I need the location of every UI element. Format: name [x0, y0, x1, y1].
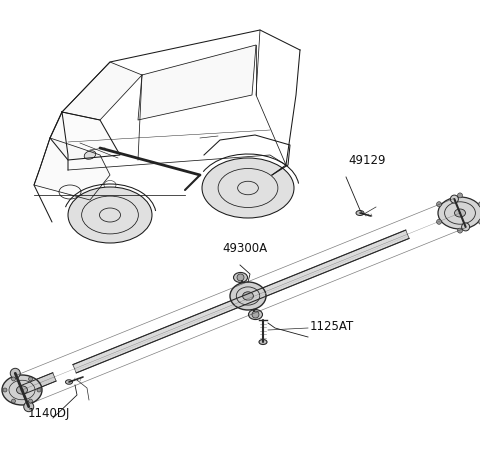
Ellipse shape [259, 340, 267, 345]
Circle shape [237, 274, 244, 281]
Text: 49129: 49129 [348, 154, 385, 167]
Circle shape [462, 223, 469, 231]
Ellipse shape [249, 310, 263, 319]
Circle shape [28, 399, 33, 403]
Ellipse shape [84, 151, 96, 159]
Ellipse shape [65, 380, 72, 384]
Circle shape [479, 219, 480, 224]
Circle shape [252, 311, 259, 318]
Circle shape [37, 388, 41, 392]
Circle shape [12, 377, 15, 381]
Circle shape [24, 401, 34, 412]
Polygon shape [34, 138, 110, 200]
Polygon shape [62, 62, 142, 120]
Ellipse shape [2, 375, 42, 405]
Ellipse shape [356, 211, 364, 215]
Polygon shape [20, 373, 56, 394]
Ellipse shape [455, 209, 466, 217]
Text: 49300A: 49300A [222, 242, 267, 255]
Circle shape [28, 377, 33, 381]
Circle shape [3, 388, 7, 392]
Ellipse shape [438, 197, 480, 229]
Ellipse shape [68, 187, 152, 243]
Ellipse shape [230, 282, 266, 310]
Circle shape [450, 195, 458, 203]
Ellipse shape [233, 272, 248, 282]
Circle shape [457, 228, 463, 233]
Ellipse shape [242, 292, 253, 300]
Ellipse shape [202, 158, 294, 218]
Circle shape [12, 399, 15, 403]
Polygon shape [50, 112, 120, 160]
Text: 1140DJ: 1140DJ [28, 407, 71, 420]
Circle shape [436, 202, 442, 207]
Ellipse shape [16, 386, 27, 394]
Text: 1125AT: 1125AT [310, 320, 354, 333]
Polygon shape [73, 230, 409, 373]
Circle shape [479, 202, 480, 207]
Polygon shape [138, 45, 256, 120]
Circle shape [10, 368, 20, 378]
Circle shape [436, 219, 442, 224]
Circle shape [457, 193, 463, 198]
